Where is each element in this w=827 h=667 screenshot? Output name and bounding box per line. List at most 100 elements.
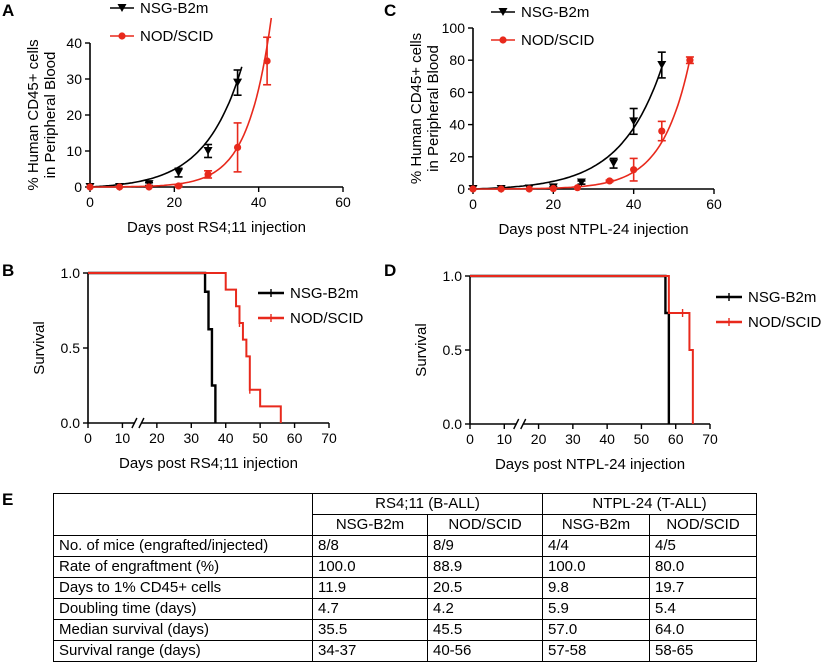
chart-b-survival-rs411: 0 10 20 30 40 50 60 70 0.0 0.5 1.0 Days post RS4;11…: [31, 265, 364, 472]
y-tick-label: 1.0: [61, 265, 81, 281]
table-corner: [53, 493, 313, 536]
panel-letter-d: D: [384, 261, 396, 280]
chart-a-engraftment-rs411: 0 20 40 60 0 10 20 30 40 Days post RS4;11 injecti…: [25, 0, 351, 236]
survival-curve-nod-scid: [88, 272, 282, 423]
table-subheader: NSG-B2m: [542, 514, 650, 536]
x-tick-label: 20: [167, 194, 183, 210]
table-cell: 40-56: [427, 640, 543, 662]
data-point: [204, 170, 212, 178]
x-tick-label: 10: [115, 430, 131, 446]
table-row: Survival range (days) 34-37 40-56 57-58 …: [53, 640, 757, 662]
data-point: [263, 57, 271, 65]
y-tick-label: 0.5: [61, 340, 81, 356]
data-point: [549, 184, 557, 193]
legend-marker: [117, 4, 127, 12]
legend-marker: [498, 8, 508, 16]
data-point: [605, 177, 614, 185]
legend-label: NSG-B2m: [521, 4, 589, 21]
table-cell: 88.9: [427, 556, 543, 578]
x-tick-label: 50: [634, 431, 650, 447]
x-tick-label: 40: [626, 196, 642, 212]
table-row-label: No. of mice (engrafted/injected): [53, 535, 313, 557]
x-axis-label: Days post NTPL-24 injection: [498, 221, 688, 238]
table-row: Doubling time (days) 4.7 4.2 5.9 5.4: [53, 598, 757, 620]
x-axis-label: Days post RS4;11 injection: [119, 455, 298, 472]
legend-marker: [499, 36, 507, 44]
data-point: [497, 185, 505, 193]
table-cell: 80.0: [649, 556, 757, 578]
table-cell: 35.5: [312, 619, 428, 641]
table-cell: 57-58: [542, 640, 650, 662]
table-cell: 100.0: [542, 556, 650, 578]
x-tick-label: 60: [335, 194, 351, 210]
data-point: [233, 143, 242, 151]
table-cell: 8/8: [312, 535, 428, 557]
x-axis-label: Days post NTPL-24 injection: [495, 456, 685, 473]
survival-curve-nsg-b2m: [88, 271, 217, 423]
x-tick-label: 0: [469, 196, 477, 212]
table-cell: 57.0: [542, 619, 650, 641]
y-tick-label: 80: [449, 52, 465, 68]
y-tick-label: 0: [457, 181, 465, 197]
data-point: [115, 183, 124, 191]
panel-letter-e: E: [2, 490, 14, 509]
y-tick-label: 10: [66, 143, 82, 159]
data-point: [576, 178, 586, 187]
table-cell: 4/4: [542, 535, 650, 557]
fit-curve-nod-scid: [473, 59, 691, 190]
table-cell: 45.5: [427, 619, 543, 641]
panel-letter-a: A: [2, 1, 14, 20]
table-cell: 4/5: [649, 535, 757, 557]
table-cell: 20.5: [427, 577, 543, 599]
y-axis-label: Survival: [413, 323, 430, 376]
x-tick-label: 30: [565, 431, 581, 447]
table-row: Rate of engraftment (%) 100.0 88.9 100.0…: [53, 556, 757, 578]
x-tick-label: 30: [183, 430, 199, 446]
axis-break-mark: [131, 417, 138, 429]
table-cell: 5.4: [649, 598, 757, 620]
y-tick-label: 1.0: [443, 268, 463, 284]
table-cell: 5.9: [542, 598, 650, 620]
data-point: [573, 184, 582, 192]
x-tick-label: 60: [706, 196, 722, 212]
y-tick-label: 100: [442, 20, 466, 36]
figure-panels: A C B D 0 20 40 60 0 10 20 30 40 Days post RS4;11…: [2, 0, 822, 473]
x-tick-label: 60: [668, 431, 684, 447]
table-subheader: NOD/SCID: [649, 514, 757, 536]
y-axis-label-line2: in Peripheral Blood: [425, 45, 442, 172]
chart-d-survival-ntpl24: 0 10 20 30 40 50 60 70 0.0 0.5 1.0 Days post NTPL-2…: [413, 268, 822, 473]
y-axis-label: Survival: [31, 321, 48, 374]
y-axis-label-line1: % Human CD45+ cells: [25, 39, 42, 190]
data-point: [658, 127, 666, 135]
axis-break-mark: [138, 417, 145, 429]
legend-label: NSG-B2m: [140, 0, 208, 17]
data-point: [174, 182, 183, 190]
survival-curve-nod-scid: [470, 275, 694, 424]
table-cell: 4.7: [312, 598, 428, 620]
table-row-label: Days to 1% CD45+ cells: [53, 577, 313, 599]
x-tick-label: 10: [496, 431, 512, 447]
data-point: [86, 183, 94, 191]
legend-marker: [118, 32, 126, 40]
table-group-row: RS4;11 (B-ALL) NTPL-24 (T-ALL): [53, 493, 757, 536]
table-row: Median survival (days) 35.5 45.5 57.0 64…: [53, 619, 757, 641]
data-point: [233, 78, 243, 87]
table-row-label: Doubling time (days): [53, 598, 313, 620]
data-point: [145, 183, 153, 191]
data-point: [525, 185, 533, 193]
x-tick-label: 20: [531, 431, 547, 447]
table-row: No. of mice (engrafted/injected) 8/8 8/9…: [53, 535, 757, 557]
x-tick-label: 40: [251, 194, 267, 210]
legend-label: NSG-B2m: [748, 289, 816, 306]
chart-c-engraftment-ntpl24: 0 20 40 60 0 20 40 60 80 100 Days post NTPL-24 inj…: [408, 4, 722, 238]
table-cell: 8/9: [427, 535, 543, 557]
y-tick-label: 60: [449, 84, 465, 100]
table-group-header-ntpl24: NTPL-24 (T-ALL): [542, 493, 757, 515]
x-tick-label: 0: [84, 430, 92, 446]
data-point: [469, 185, 477, 193]
panel-letter-c: C: [384, 1, 396, 20]
data-point: [203, 147, 213, 155]
fit-curve-nsg-b2m: [89, 66, 243, 188]
fit-curve-nsg-b2m: [472, 67, 663, 190]
y-tick-label: 0: [74, 179, 82, 195]
